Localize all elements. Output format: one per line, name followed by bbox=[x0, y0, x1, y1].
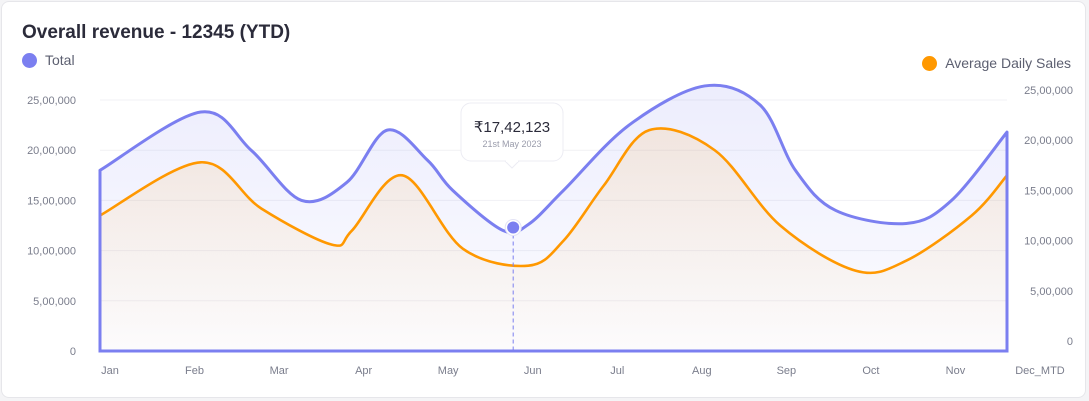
y2-tick-label: 25,00,000 bbox=[1024, 85, 1073, 97]
y2-tick-label: 15,00,000 bbox=[1024, 185, 1073, 197]
x-tick-label: Jan bbox=[101, 365, 119, 377]
legend-total-dot bbox=[22, 52, 37, 68]
tooltip-value: ₹17,42,123 bbox=[474, 119, 550, 136]
y2-tick-label: 10,00,000 bbox=[1024, 236, 1073, 248]
total-frame bbox=[98, 132, 1009, 353]
highlight-point[interactable] bbox=[507, 221, 520, 234]
y-tick-label: 10,00,000 bbox=[27, 246, 76, 258]
right-y-axis: 0 5,00,000 10,00,000 15,00,000 20,00,000 25,0… bbox=[1024, 85, 1073, 348]
legend-average-dot bbox=[922, 55, 938, 71]
x-tick-label: Nov bbox=[946, 365, 966, 377]
y-tick-label: 0 bbox=[70, 346, 76, 358]
x-tick-label: Oct bbox=[862, 365, 879, 377]
legend-average-label: Average Daily Sales bbox=[945, 55, 1071, 71]
x-tick-label: Aug bbox=[692, 365, 712, 377]
series-group bbox=[98, 83, 1009, 353]
average-daily-sales-line bbox=[98, 127, 1009, 275]
total-line bbox=[98, 83, 1009, 235]
chart-title: Overall revenue - 12345 (YTD) bbox=[22, 22, 291, 43]
y-tick-label: 25,00,000 bbox=[27, 95, 76, 107]
legend-total-label: Total bbox=[45, 52, 75, 68]
left-y-axis: 0 5,00,000 10,00,000 15,00,000 20,00,000 25,0… bbox=[27, 95, 76, 358]
x-tick-label: Feb bbox=[185, 365, 204, 377]
tooltip-arrow bbox=[504, 160, 520, 169]
x-tick-label: May bbox=[438, 365, 459, 377]
average-area bbox=[100, 128, 1007, 351]
x-tick-label: Sep bbox=[777, 365, 797, 377]
y-tick-label: 5,00,000 bbox=[33, 296, 76, 308]
y-tick-label: 15,00,000 bbox=[27, 195, 76, 207]
y2-tick-label: 20,00,000 bbox=[1024, 135, 1073, 147]
legend-total[interactable]: Total bbox=[22, 52, 75, 68]
y2-tick-label: 5,00,000 bbox=[1030, 286, 1073, 298]
tooltip-date: 21st May 2023 bbox=[482, 139, 541, 149]
x-axis: Jan Feb Mar Apr May Jun Jul Aug Sep Oct Nov Dec_MTD bbox=[101, 365, 1065, 377]
x-tick-label: Jul bbox=[610, 365, 624, 377]
tooltip: ₹17,42,123 21st May 2023 bbox=[460, 102, 564, 351]
x-tick-label: Jun bbox=[524, 365, 542, 377]
x-tick-label: Mar bbox=[270, 365, 289, 377]
y2-tick-label: 0 bbox=[1067, 336, 1073, 348]
x-tick-label: Dec_MTD bbox=[1015, 365, 1065, 377]
x-tick-label: Apr bbox=[355, 365, 372, 377]
y-tick-label: 20,00,000 bbox=[27, 145, 76, 157]
legend-average-daily-sales[interactable]: Average Daily Sales bbox=[922, 55, 1071, 71]
